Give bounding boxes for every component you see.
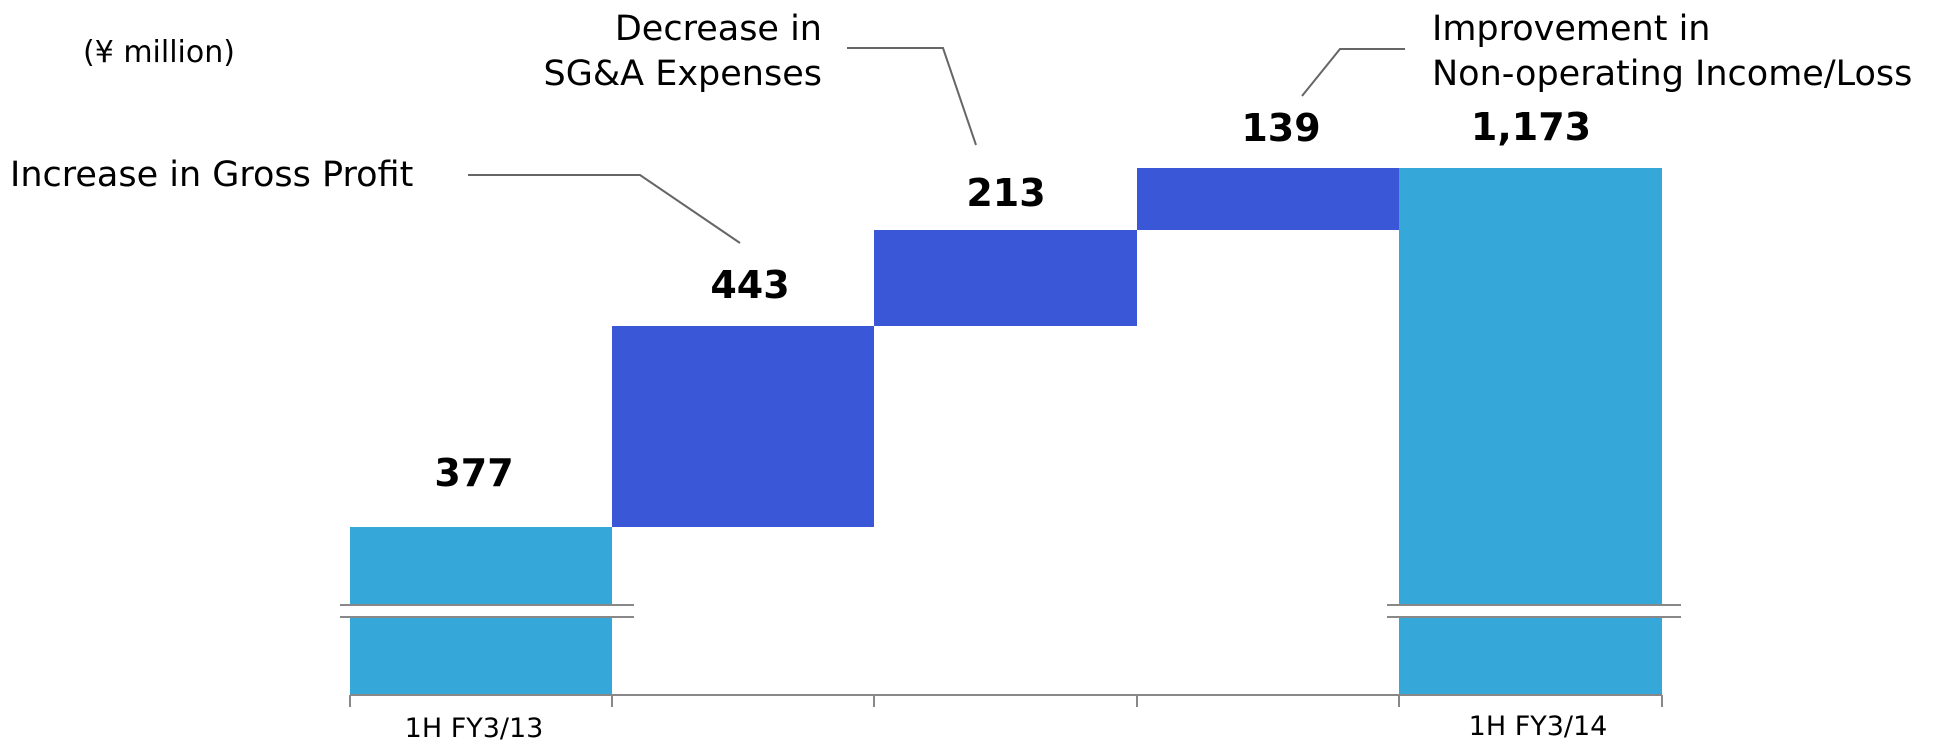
unit-label: (¥ million) xyxy=(83,35,235,70)
axis-break-left xyxy=(340,604,634,618)
annotation-sga-line-2: SG&A Expenses xyxy=(544,54,822,94)
annotation-gross-profit: Increase in Gross Profit xyxy=(10,155,413,195)
annotation-non-operating-line-2: Non-operating Income/Loss xyxy=(1432,54,1912,94)
bar-sga-decrease xyxy=(874,230,1137,326)
leader-line-gross-profit xyxy=(468,174,741,244)
x-tick-label-1h-fy3-13: 1H FY3/13 xyxy=(405,713,544,740)
leader-line-non-operating xyxy=(1301,48,1405,97)
axis-break-right xyxy=(1387,604,1681,618)
annotation-sga-line-1: Decrease in xyxy=(615,9,822,49)
value-label-1h-fy3-13: 377 xyxy=(434,451,513,495)
annotation-non-operating-line-1: Improvement in xyxy=(1432,9,1710,49)
value-label-1h-fy3-14: 1,173 xyxy=(1471,105,1591,149)
bar-non-operating-improvement xyxy=(1137,168,1399,230)
x-tick-label-1h-fy3-14: 1H FY3/14 xyxy=(1469,711,1608,740)
value-label-sga-decrease: 213 xyxy=(966,171,1045,215)
value-label-non-operating-improvement: 139 xyxy=(1241,106,1320,150)
leader-line-sga xyxy=(847,47,977,146)
value-label-gross-profit-increase: 443 xyxy=(710,263,789,307)
bar-gross-profit-increase xyxy=(612,326,874,527)
